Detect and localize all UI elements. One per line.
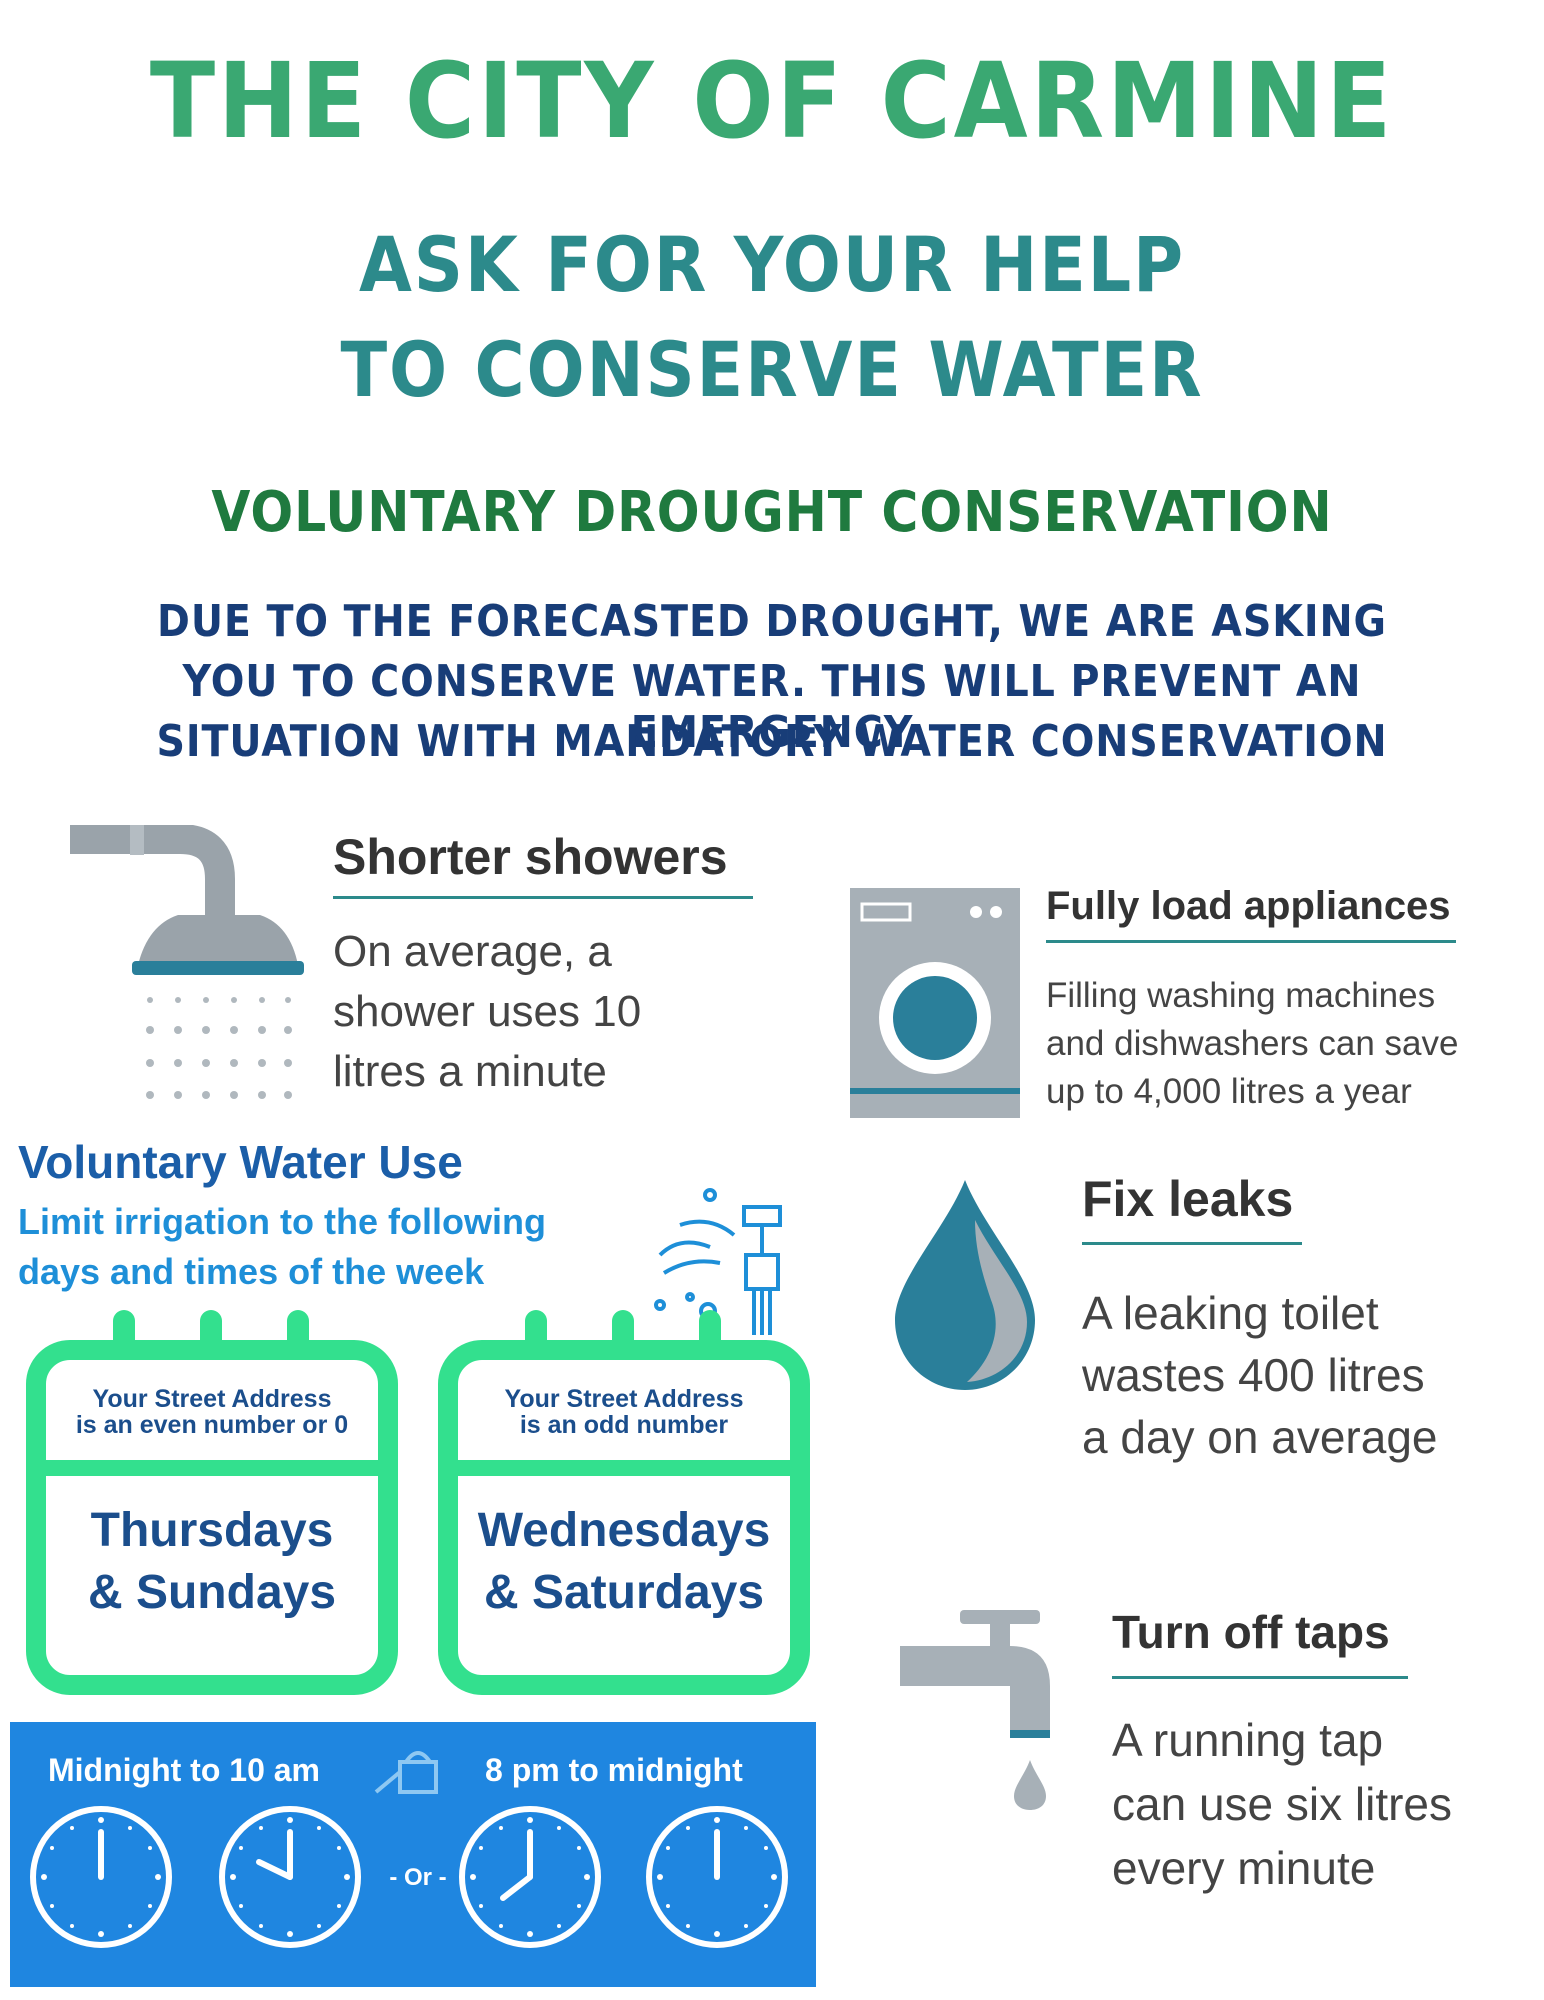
calendar-days-line-2: & Saturdays bbox=[483, 1566, 765, 1619]
taps-tip-line-1: A running tap bbox=[1112, 1714, 1384, 1766]
calendar-header-line-1: Your Street Address bbox=[92, 1385, 332, 1413]
leaks-tip-title: Fix leaks bbox=[1082, 1171, 1294, 1227]
notice-line-1: DUE TO THE FORECASTED DROUGHT, WE ARE AS… bbox=[157, 596, 1387, 647]
calendar-days: Thursdays & Sundays bbox=[46, 1500, 378, 1624]
taps-tip-line-2: can use six litres bbox=[1112, 1778, 1453, 1830]
notice-line-3: SITUATION WITH MANDATORY WATER CONSERVAT… bbox=[156, 716, 1388, 767]
taps-tip-line-3: every minute bbox=[1112, 1842, 1376, 1894]
sprinkler-icon bbox=[650, 1185, 790, 1335]
shower-tip-line-2: shower uses 10 bbox=[333, 987, 642, 1036]
voluntary-title: Voluntary Water Use bbox=[18, 1136, 463, 1188]
calendar-days-line-1: Thursdays bbox=[90, 1504, 334, 1557]
calendar-odd-numbers: Your Street Address is an odd number Wed… bbox=[438, 1310, 810, 1695]
appliances-tip-title: Fully load appliances bbox=[1046, 884, 1451, 928]
calendar-header-line-1: Your Street Address bbox=[504, 1385, 744, 1413]
shower-tip-line-1: On average, a bbox=[333, 927, 612, 976]
voluntary-subtitle: Limit irrigation to the following days a… bbox=[18, 1197, 546, 1297]
subtitle-line-1: ASK FOR YOUR HELP bbox=[359, 220, 1185, 309]
appliances-tip-text: Filling washing machines and dishwashers… bbox=[1046, 972, 1458, 1116]
voluntary-subtitle-line-2: days and times of the week bbox=[18, 1251, 485, 1292]
shower-tip-rule bbox=[333, 896, 753, 899]
shower-tip-title: Shorter showers bbox=[333, 829, 728, 885]
morning-time-label: Midnight to 10 am bbox=[48, 1752, 320, 1788]
appliances-tip-line-3: up to 4,000 litres a year bbox=[1046, 1072, 1412, 1111]
leaks-tip-line-3: a day on average bbox=[1082, 1411, 1438, 1463]
calendar-days-line-1: Wednesdays bbox=[477, 1504, 771, 1557]
watering-can-icon bbox=[370, 1742, 450, 1802]
notice-line-2: YOU TO CONSERVE WATER. THIS WILL PREVENT… bbox=[182, 656, 1362, 758]
shower-tip-text: On average, a shower uses 10 litres a mi… bbox=[333, 922, 641, 1102]
washing-machine-icon bbox=[850, 888, 1020, 1118]
voluntary-water-use-panel: Voluntary Water Use Limit irrigation to … bbox=[0, 1130, 820, 2000]
clock-eight-pm-icon bbox=[455, 1802, 605, 1956]
taps-tip-text: A running tap can use six litres every m… bbox=[1112, 1708, 1452, 1900]
shower-tip-line-3: litres a minute bbox=[333, 1047, 607, 1096]
leaks-tip-rule bbox=[1082, 1242, 1302, 1245]
clock-midnight-icon bbox=[26, 1802, 176, 1956]
calendar-card: Your Street Address is an odd number Wed… bbox=[438, 1340, 810, 1695]
taps-tip-rule bbox=[1112, 1676, 1408, 1679]
calendar-even-numbers: Your Street Address is an even number or… bbox=[26, 1310, 398, 1695]
appliances-tip-rule bbox=[1046, 940, 1456, 943]
leaks-tip-line-1: A leaking toilet bbox=[1082, 1287, 1379, 1339]
subtitle-line-2: TO CONSERVE WATER bbox=[340, 325, 1204, 414]
watering-times-bar: Midnight to 10 am 8 pm to midnight - Or … bbox=[10, 1722, 816, 1987]
leaks-tip-text: A leaking toilet wastes 400 litres a day… bbox=[1082, 1282, 1438, 1468]
water-drop-icon bbox=[895, 1180, 1035, 1390]
appliances-tip-line-2: and dishwashers can save bbox=[1046, 1024, 1459, 1063]
calendar-days: Wednesdays & Saturdays bbox=[458, 1500, 790, 1624]
or-separator: - Or - bbox=[389, 1864, 447, 1891]
clock-midnight-end-icon bbox=[642, 1802, 792, 1956]
calendar-header: Your Street Address is an even number or… bbox=[46, 1360, 378, 1476]
section-title: VOLUNTARY DROUGHT CONSERVATION bbox=[211, 480, 1333, 545]
calendar-card: Your Street Address is an even number or… bbox=[26, 1340, 398, 1695]
evening-time-label: 8 pm to midnight bbox=[485, 1752, 743, 1788]
appliances-tip-line-1: Filling washing machines bbox=[1046, 976, 1436, 1015]
clock-ten-am-icon bbox=[215, 1802, 365, 1956]
calendar-header: Your Street Address is an odd number bbox=[458, 1360, 790, 1476]
calendar-header-line-2: is an even number or 0 bbox=[75, 1411, 349, 1439]
page-title: THE CITY OF CARMINE bbox=[149, 40, 1395, 162]
calendar-header-line-2: is an odd number bbox=[519, 1411, 729, 1439]
voluntary-subtitle-line-1: Limit irrigation to the following bbox=[18, 1201, 546, 1242]
taps-tip-title: Turn off taps bbox=[1112, 1606, 1390, 1658]
shower-icon bbox=[70, 824, 310, 1125]
leaks-tip-line-2: wastes 400 litres bbox=[1082, 1349, 1425, 1401]
tap-icon bbox=[900, 1610, 1080, 1810]
calendar-days-line-2: & Sundays bbox=[87, 1566, 337, 1619]
